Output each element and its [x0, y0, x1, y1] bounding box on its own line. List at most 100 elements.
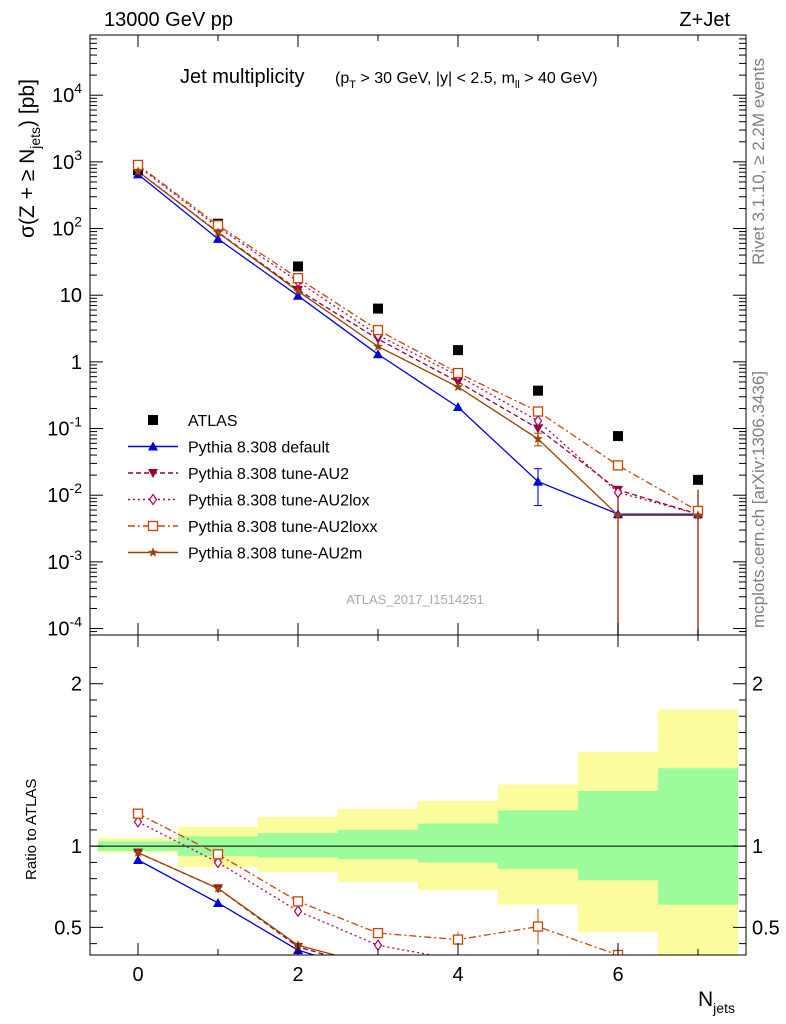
legend-marker	[148, 547, 158, 557]
y-tick-exponent: -4	[70, 614, 83, 630]
y-axis-title-text: σ(Z + ≥ Njets) [pb]	[16, 79, 43, 238]
y-axis-title: σ(Z + ≥ Njets) [pb]	[16, 79, 43, 238]
ratio-point	[372, 927, 384, 939]
data-point	[453, 345, 463, 356]
ratio-point	[133, 854, 143, 864]
y-tick-exponent: 4	[74, 80, 82, 96]
y-tick-label: 10	[60, 285, 82, 307]
ratio-point	[133, 815, 143, 828]
stat-uncertainty-band	[338, 829, 418, 860]
data-point	[533, 433, 543, 444]
data-point	[373, 341, 383, 351]
data-point	[532, 406, 544, 417]
y-tick-exponent: -2	[70, 480, 83, 496]
x-axis-title: Njets	[698, 988, 735, 1016]
ratio-point	[213, 898, 223, 908]
ratio-bands	[90, 709, 746, 955]
ratio-point	[293, 905, 303, 918]
legend-marker	[147, 520, 159, 532]
y-tick-label: 10-2	[47, 480, 82, 507]
x-axis-title-text: Njets	[698, 988, 735, 1016]
legend-marker	[148, 441, 158, 451]
data-point	[613, 486, 623, 499]
ratio-y-tick-label: 1	[71, 836, 82, 858]
ratio-point	[292, 896, 304, 907]
legend-label: ATLAS	[188, 413, 238, 430]
legend-marker	[148, 415, 158, 425]
ratio-point	[132, 808, 144, 819]
ratio-y-tick-label: 0.5	[54, 917, 82, 939]
stat-uncertainty-band	[498, 810, 578, 869]
x-tick-label: 4	[452, 964, 463, 986]
legend-label: Pythia 8.308 tune-AU2lox	[188, 493, 369, 510]
data-point	[293, 290, 303, 300]
ratio-point	[532, 921, 544, 932]
ratio-line	[137, 852, 338, 955]
data-point	[613, 510, 623, 520]
legend-label: Pythia 8.308 tune-AU2	[188, 466, 349, 483]
legend-label: Pythia 8.308 default	[188, 440, 330, 457]
y-tick-label: 102	[52, 214, 82, 241]
data-point	[533, 385, 543, 396]
data-point	[373, 349, 383, 359]
analysis-id-label: ATLAS_2017_I1514251	[346, 592, 484, 607]
data-point	[612, 460, 624, 471]
data-point	[213, 227, 223, 237]
rivet-version-label: Rivet 3.1.10, ≥ 2.2M events	[749, 58, 768, 265]
x-tick-label: 2	[292, 964, 303, 986]
y-tick-exponent: -3	[70, 547, 83, 563]
header-left-label: 13000 GeV pp	[104, 9, 233, 31]
y-tick-label: 1	[71, 352, 82, 374]
ratio-plot: 0 2 4 6 0.5 0.5 1 1 2 2 Ratio to ATLAS Njets	[23, 634, 780, 1016]
stat-uncertainty-band	[258, 833, 338, 858]
ratio-point	[213, 856, 223, 869]
ratio-y-tick-label-right: 0.5	[752, 917, 780, 939]
data-point	[293, 286, 303, 296]
main-curves	[132, 159, 704, 635]
data-point	[293, 261, 303, 272]
legend-marker	[148, 469, 158, 478]
ratio-curves	[132, 808, 624, 978]
ratio-point	[212, 849, 224, 860]
y-tick-exponent: -1	[70, 414, 83, 430]
ratio-y-tick-label-right: 1	[752, 836, 763, 858]
mcplots-label: mcplots.cern.ch [arXiv:1306.3436]	[749, 371, 768, 628]
header-right-label: Z+Jet	[679, 9, 730, 31]
stat-uncertainty-band	[658, 768, 738, 905]
series-line	[137, 165, 699, 515]
data-point	[533, 476, 543, 486]
data-point	[533, 424, 543, 434]
ratio-point	[213, 883, 223, 893]
data-point	[453, 402, 463, 412]
data-point	[452, 367, 464, 379]
data-point	[213, 233, 223, 243]
legend-label: Pythia 8.308 tune-AU2m	[188, 546, 362, 563]
ratio-axes: 0 2 4 6 0.5 0.5 1 1 2 2	[54, 635, 780, 986]
y-tick-label: 10-4	[47, 614, 82, 641]
ratio-point	[133, 847, 143, 857]
ratio-y-tick-label-right: 2	[752, 674, 763, 696]
data-point	[372, 324, 384, 336]
data-point	[133, 166, 143, 176]
legend-label: Pythia 8.308 tune-AU2loxx	[188, 519, 377, 536]
ratio-point	[373, 939, 383, 952]
ratio-point	[373, 966, 383, 975]
ratio-series-group	[132, 808, 624, 978]
y-tick-label: 103	[52, 147, 82, 174]
ratio-point	[452, 934, 464, 945]
chart-title-cuts: (pT > 30 GeV, |y| < 2.5, mll > 40 GeV)	[335, 70, 598, 91]
data-point	[453, 381, 463, 392]
data-point	[613, 431, 623, 442]
series-line	[137, 164, 699, 512]
main-plot: 10-4 10-3 10-2 10-1 1 10 102 103 104 Jet multipl…	[16, 34, 747, 641]
data-point	[533, 414, 543, 427]
y-tick-label: 104	[52, 80, 82, 107]
legend-marker	[148, 493, 158, 506]
legend: ATLAS Pythia 8.308 default Pythia 8.308 tu…	[128, 413, 377, 563]
ratio-frame	[89, 634, 747, 956]
data-point	[292, 273, 304, 284]
y-tick-label: 10-1	[47, 414, 82, 441]
ratio-y-tick-label: 2	[71, 674, 82, 696]
ratio-point	[373, 969, 383, 978]
